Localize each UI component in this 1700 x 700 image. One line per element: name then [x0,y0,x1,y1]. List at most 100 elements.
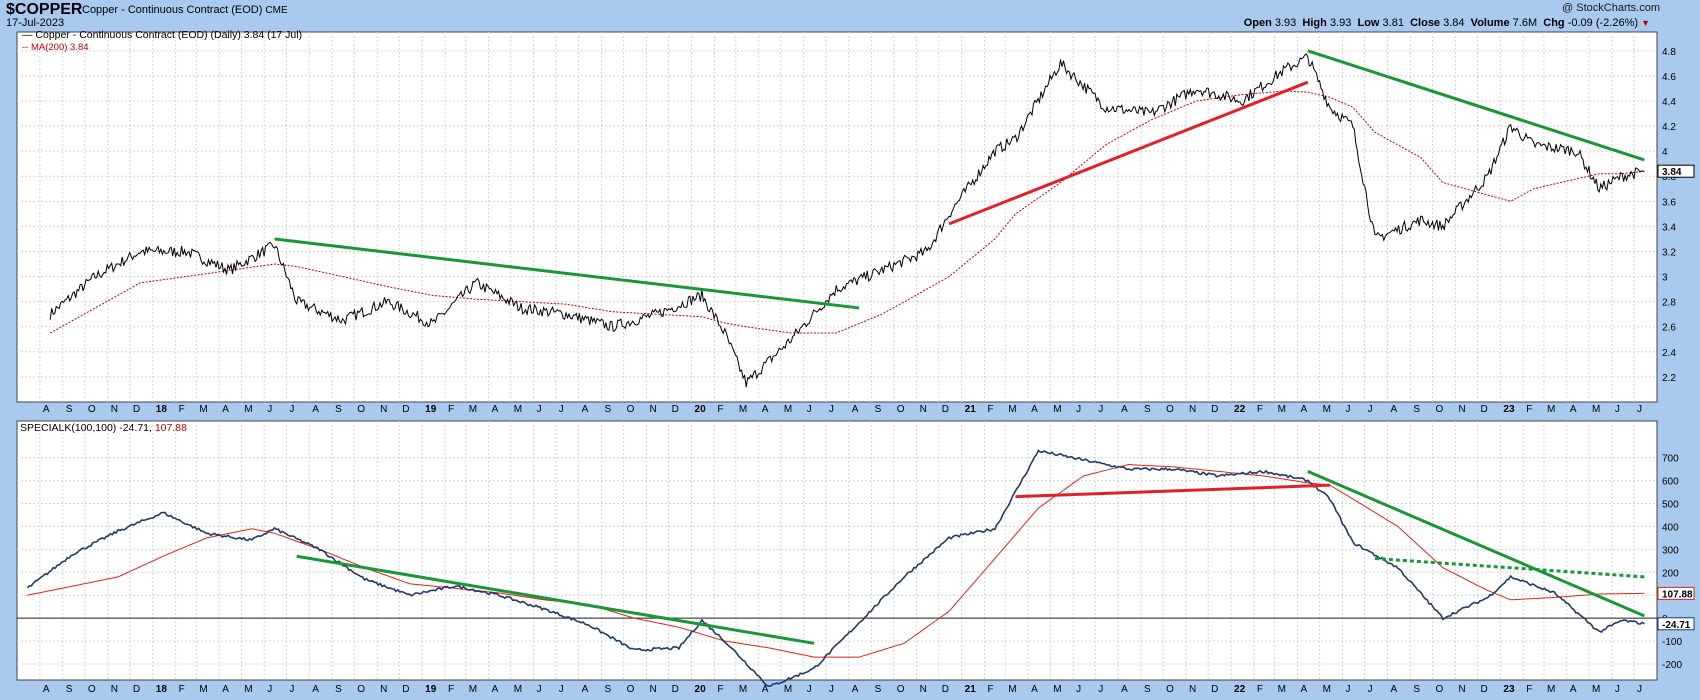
signal-series-line [27,463,1645,658]
x-tick-label: O [88,684,96,695]
price-trendline-green [274,237,860,310]
indicator-y-tick-label: 600 [1662,477,1679,488]
x-tick-label: A [852,684,859,695]
x-tick-label: F [717,404,723,415]
indicator-y-tick-label: 400 [1662,522,1679,533]
x-tick-label: A [222,404,229,415]
ma-legend-swatch: -- [22,42,31,53]
x-tick-label: M [784,404,792,415]
indicator-legend: SPECIALK(100,100) -24.71, 107.88 [20,422,187,434]
exchange: CME [265,5,288,16]
x-tick-label: A [43,404,50,415]
indicator-legend-text: SPECIALK(100,100) -24.71, [20,422,152,434]
x-tick-label: 20 [695,404,707,415]
volume-value: 7.6M [1512,17,1538,29]
signal-last-value-badge-text: 107.88 [1662,589,1693,600]
x-tick-label: S [66,404,73,415]
x-tick-label: M [1323,404,1331,415]
x-tick-label: N [1189,404,1196,415]
x-tick-label: S [1144,684,1151,695]
x-tick-label: M [1592,404,1600,415]
x-tick-label: M [1278,684,1286,695]
chart-date: 17-Jul-2023 [6,17,65,29]
x-tick-label: M [1323,684,1331,695]
x-tick-label: F [448,404,454,415]
price-legend-text: Copper - Continuous Contract (EOD) (Dail… [35,29,303,41]
x-tick-label: J [537,404,542,415]
x-tick-label: A [312,404,319,415]
open-value: 3.93 [1274,17,1297,29]
indicator-trendline-green [1307,470,1645,618]
x-tick-label: N [111,684,118,695]
x-tick-label: J [1076,684,1081,695]
indicator-y-tick-label: -100 [1662,637,1682,648]
x-tick-label: S [875,404,882,415]
x-tick-label: J [289,404,294,415]
x-tick-label: A [492,404,499,415]
x-tick-label: J [1076,404,1081,415]
x-tick-label: D [1481,404,1488,415]
price-y-tick-label: 2.8 [1662,298,1676,309]
x-tick-label: M [1053,684,1061,695]
x-tick-label: J [559,404,564,415]
indicator-y-tick-label: 700 [1662,454,1679,465]
x-tick-label: J [1615,684,1620,695]
price-y-tick-label: 4.8 [1662,47,1676,58]
x-tick-label: M [739,404,747,415]
x-tick-label: A [1121,404,1128,415]
price-y-tick-label: 3.4 [1662,222,1676,233]
price-legend: — Copper - Continuous Contract (EOD) (Da… [22,29,302,41]
x-tick-label: O [88,404,96,415]
x-tick-label: J [1637,684,1642,695]
x-tick-label: 23 [1503,684,1515,695]
x-tick-label: M [1547,684,1555,695]
x-tick-label: A [43,684,50,695]
x-tick-label: F [988,684,994,695]
x-tick-label: M [244,684,252,695]
x-tick-label: S [1413,404,1420,415]
price-y-tick-label: 4 [1662,147,1668,158]
x-tick-label: J [1637,404,1642,415]
x-tick-label: A [1300,404,1307,415]
x-tick-label: F [1257,684,1263,695]
x-tick-label: M [199,404,207,415]
price-last-value-badge: 3.84 [1657,164,1695,178]
desc-text: Copper - Continuous Contract (EOD) [82,4,263,16]
x-tick-label: F [179,684,185,695]
volume-label: Volume [1470,17,1510,29]
x-tick-label: D [672,684,679,695]
x-tick-label: F [1257,404,1263,415]
price-y-tick-label: 3.2 [1662,247,1676,258]
price-y-tick-label: 4.2 [1662,122,1676,133]
low-label: Low [1357,17,1380,29]
x-tick-label: F [717,684,723,695]
x-tick-label: J [829,684,834,695]
indicator-y-tick-label: 500 [1662,500,1679,511]
x-tick-label: N [920,404,927,415]
indicator-trendline-green [296,554,815,645]
x-tick-label: 20 [695,684,707,695]
x-tick-label: A [1390,684,1397,695]
x-tick-label: O [1166,404,1174,415]
watermark: @ StockCharts.com [1562,2,1660,14]
x-tick-label: N [1458,404,1465,415]
x-tick-label: O [627,684,635,695]
signal-legend-text: 107.88 [154,422,187,434]
x-tick-label: N [111,404,118,415]
high-label: High [1302,17,1327,29]
x-tick-label: N [1189,684,1196,695]
x-tick-label: O [1436,404,1444,415]
x-tick-label: 22 [1234,684,1246,695]
x-tick-label: 18 [156,684,168,695]
x-tick-label: S [1413,684,1420,695]
chart-header: $COPPER Copper - Continuous Contract (EO… [0,0,1700,32]
x-tick-label: M [244,404,252,415]
open-label: Open [1243,17,1272,29]
x-tick-label: 18 [156,404,168,415]
x-tick-label: J [1345,404,1350,415]
price-y-tick-label: 4.6 [1662,72,1676,83]
x-tick-label: D [133,684,140,695]
signal-last-value-badge-box [1657,586,1695,600]
price-last-value-badge-text: 3.84 [1662,167,1682,178]
